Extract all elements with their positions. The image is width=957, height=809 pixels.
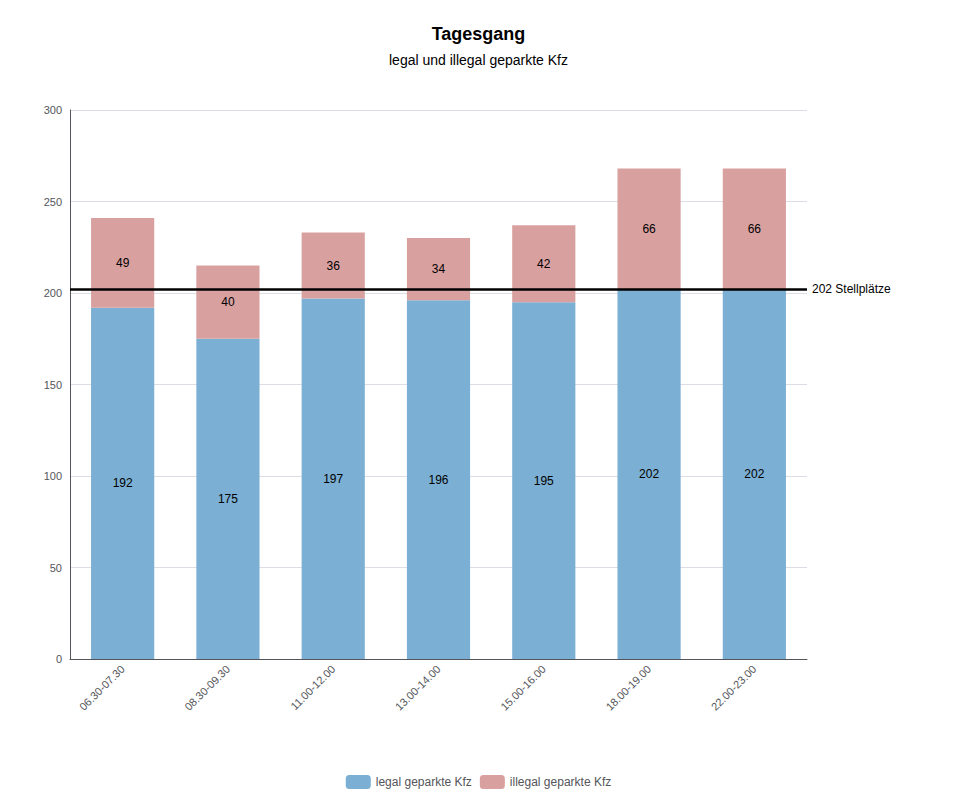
svg-text:66: 66 <box>748 222 762 236</box>
svg-text:08.30-09.30: 08.30-09.30 <box>182 663 232 713</box>
svg-text:34: 34 <box>432 262 446 276</box>
svg-text:legal und illegal geparkte Kfz: legal und illegal geparkte Kfz <box>389 52 568 68</box>
svg-text:11.00-12.00: 11.00-12.00 <box>288 663 337 712</box>
svg-text:197: 197 <box>323 472 343 486</box>
svg-text:06.30-07.30: 06.30-07.30 <box>77 663 127 713</box>
svg-text:0: 0 <box>56 653 62 665</box>
svg-text:300: 300 <box>44 104 62 116</box>
svg-text:250: 250 <box>44 196 62 208</box>
svg-text:202 Stellplätze: 202 Stellplätze <box>812 282 891 296</box>
svg-text:13.00-14.00: 13.00-14.00 <box>393 663 443 713</box>
svg-text:195: 195 <box>534 474 554 488</box>
svg-text:49: 49 <box>116 256 130 270</box>
svg-text:150: 150 <box>44 379 62 391</box>
svg-text:175: 175 <box>218 492 238 506</box>
svg-text:36: 36 <box>327 259 341 273</box>
svg-text:18.00-19.00: 18.00-19.00 <box>603 663 653 713</box>
svg-text:22.00-23.00: 22.00-23.00 <box>709 663 759 713</box>
svg-text:40: 40 <box>221 295 235 309</box>
svg-text:15.00-16.00: 15.00-16.00 <box>498 663 548 713</box>
svg-text:illegal geparkte Kfz: illegal geparkte Kfz <box>510 775 611 789</box>
svg-text:202: 202 <box>744 467 764 481</box>
svg-text:192: 192 <box>113 476 133 490</box>
svg-text:legal geparkte Kfz: legal geparkte Kfz <box>376 775 472 789</box>
svg-text:196: 196 <box>428 473 448 487</box>
svg-text:66: 66 <box>642 222 656 236</box>
svg-text:100: 100 <box>44 470 62 482</box>
svg-text:50: 50 <box>50 562 62 574</box>
svg-text:42: 42 <box>537 257 551 271</box>
svg-text:Tagesgang: Tagesgang <box>432 24 526 44</box>
svg-text:202: 202 <box>639 467 659 481</box>
svg-text:200: 200 <box>44 287 62 299</box>
